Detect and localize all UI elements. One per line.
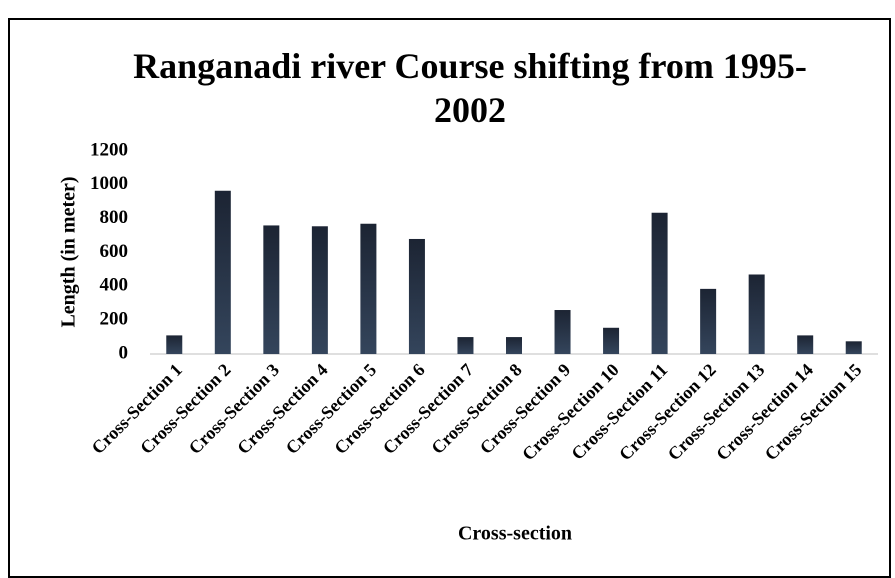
bar [408,238,425,354]
bar [360,223,377,354]
bar [506,337,522,354]
bar [263,225,280,354]
y-tick-label: 400 [100,275,129,296]
y-tick-label: 1200 [90,139,128,160]
bar [603,327,620,354]
bar [166,335,183,354]
y-tick-label: 800 [100,207,129,228]
bar [554,310,571,354]
bar [651,212,668,354]
bar [311,226,328,354]
chart-title: Ranganadi river Course shifting from 199… [133,46,807,130]
y-tick-label: 600 [100,241,129,262]
x-axis-label: Cross-section [458,523,572,545]
y-tick-label: 0 [119,342,129,363]
bar [797,335,814,354]
bar [700,288,717,354]
y-tick-label: 200 [100,309,129,330]
bar [845,341,862,354]
y-tick-label: 1000 [90,173,128,194]
bar [214,190,231,354]
bar [457,337,474,354]
y-axis-label: Length (in meter) [58,176,80,327]
bar [748,274,765,354]
